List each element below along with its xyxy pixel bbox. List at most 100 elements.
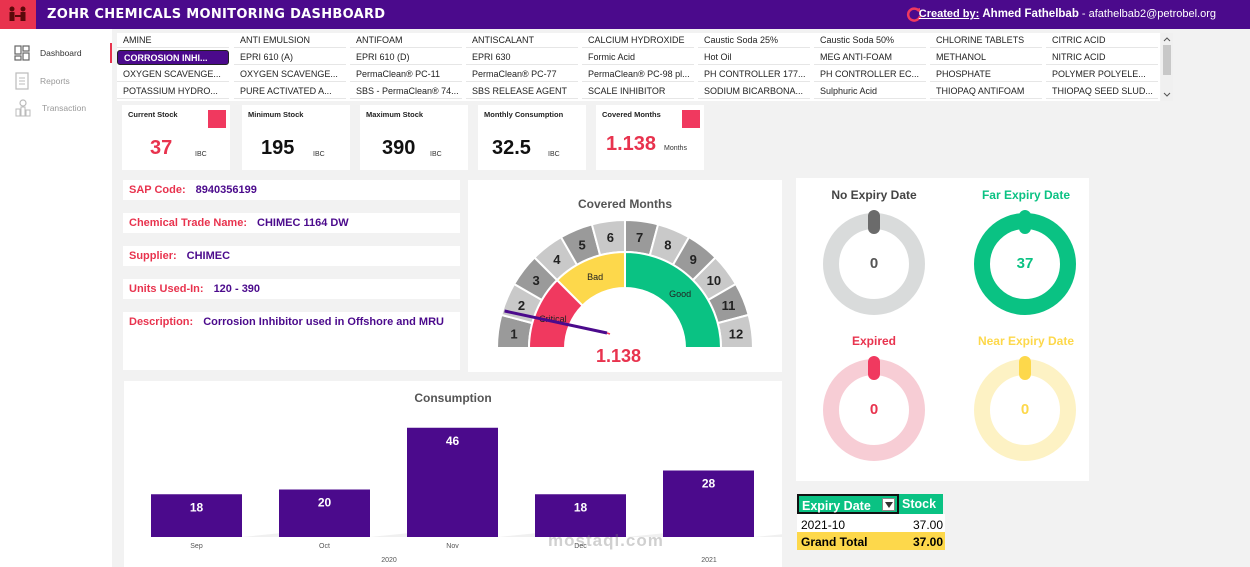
created-by-label: Created by:	[918, 8, 980, 20]
description-field: Description: Corrosion Inhibitor used in …	[123, 312, 460, 370]
slicer-item[interactable]: PermaClean® PC-77	[466, 67, 578, 82]
sidebar-item-label: Reports	[40, 76, 70, 86]
sidebar-item-label: Transaction	[42, 103, 87, 113]
slicer-item[interactable]: PURE ACTIVATED A...	[234, 84, 346, 99]
kpi-value: 195	[261, 137, 295, 159]
gauge-tick-label: 6	[607, 230, 614, 245]
slicer-item[interactable]: SBS RELEASE AGENT	[466, 84, 578, 99]
author-email: - afathelbab2@petrobel.org	[1081, 8, 1216, 20]
sidebar-item-dashboard[interactable]: Dashboard	[14, 45, 82, 61]
expiry-rings	[823, 210, 1076, 461]
pivot-total-row: Grand Total 37.00	[797, 532, 945, 550]
alert-flag	[682, 110, 700, 128]
near-expiry-ring-cap	[1019, 356, 1031, 380]
pivot-total-value: 37.00	[912, 535, 943, 549]
slicer-item[interactable]: Caustic Soda 25%	[698, 33, 810, 48]
slicer-item[interactable]: Formic Acid	[582, 50, 694, 65]
gauge-zone-label: Bad	[587, 272, 603, 282]
slicer-item[interactable]: OXYGEN SCAVENGE...	[234, 67, 346, 82]
slicer-item[interactable]: ANTIFOAM	[350, 33, 462, 48]
gauge-zone-good	[624, 250, 723, 349]
slicer-item[interactable]: CORROSION INHI...	[117, 50, 229, 65]
slicer-item[interactable]: OXYGEN SCAVENGE...	[117, 67, 229, 82]
slicer-item[interactable]: SCALE INHIBITOR	[582, 84, 694, 99]
x-tick-label: Dec	[574, 543, 587, 550]
consumption-chart: Consumption 18 Sep 20 Oct 46 Nov 18 Dec 28 2020 20…	[124, 381, 782, 567]
kpi-covered-months: Covered Months 1.138 Months	[596, 105, 704, 170]
slicer-item[interactable]: SODIUM BICARBONA...	[698, 84, 810, 99]
consumption-bar	[407, 427, 498, 537]
field-label: Supplier:	[129, 250, 177, 262]
alert-flag	[208, 110, 226, 128]
gauge-title: Covered Months	[577, 197, 672, 211]
slicer-item[interactable]: PH CONTROLLER 177...	[698, 67, 810, 82]
slicer-item[interactable]: POLYMER POLYELE...	[1046, 67, 1158, 82]
author-credit: Created by: Ahmed Fathelbab - afathelbab…	[919, 8, 1216, 20]
gauge-tick-label: 9	[690, 252, 697, 267]
slicer-item[interactable]: ANTISCALANT	[466, 33, 578, 48]
chevron-up-icon[interactable]	[1161, 35, 1173, 43]
slicer-item[interactable]: MEG ANTI-FOAM	[814, 50, 926, 65]
slicer-item[interactable]: Caustic Soda 50%	[814, 33, 926, 48]
no-expiry-title: No Expiry Date	[831, 188, 917, 202]
slicer-item[interactable]: CITRIC ACID	[1046, 33, 1158, 48]
gauge-tick-label: 11	[722, 298, 736, 313]
x-tick-label: Oct	[319, 543, 330, 550]
slicer-item[interactable]: THIOPAQ SEED SLUD...	[1046, 84, 1158, 99]
field-label: Chemical Trade Name:	[129, 217, 247, 229]
chevron-down-icon[interactable]	[1161, 91, 1173, 99]
field-value: 120 - 390	[213, 283, 261, 295]
far-expiry-ring-cap	[1019, 210, 1031, 234]
slicer-item[interactable]: EPRI 610 (D)	[350, 50, 462, 65]
kpi-value: 37	[150, 137, 173, 159]
slicer-item[interactable]: CALCIUM HYDROXIDE	[582, 33, 694, 48]
dashboard-icon	[14, 45, 30, 61]
slicer-item[interactable]: CHLORINE TABLETS	[930, 33, 1042, 48]
slicer-item[interactable]: POTASSIUM HYDRO...	[117, 84, 229, 99]
logo	[0, 0, 36, 29]
slicer-item[interactable]: PermaClean® PC-98 pl...	[582, 67, 694, 82]
pivot-row: 2021-10 37.00	[797, 514, 945, 532]
units-used-field: Units Used-In: 120 - 390	[123, 279, 460, 299]
slicer-item[interactable]: ANTI EMULSION	[234, 33, 346, 48]
pivot-col-label: Expiry Date	[802, 499, 871, 513]
gauge-zone-label: Critical	[539, 314, 567, 324]
sidebar-item-transaction[interactable]: Transaction	[14, 99, 86, 117]
slicer-item[interactable]: EPRI 630	[466, 50, 578, 65]
slicer-item[interactable]: PH CONTROLLER EC...	[814, 67, 926, 82]
scroll-thumb[interactable]	[1163, 45, 1171, 75]
filter-dropdown-icon[interactable]	[882, 498, 895, 511]
kpi-label: Current Stock	[128, 110, 178, 119]
consumption-bar	[279, 489, 370, 537]
slicer-item[interactable]: Sulphuric Acid	[814, 84, 926, 99]
refresh-icon[interactable]	[905, 6, 923, 24]
field-label: Description:	[129, 316, 194, 328]
no-expiry-ring-cap	[868, 210, 880, 234]
pivot-cell-stock: 37.00	[912, 518, 943, 532]
chemical-slicer: AMINE ANTI EMULSION ANTIFOAM ANTISCALANT CAL…	[117, 33, 1160, 101]
slicer-item[interactable]: Hot Oil	[698, 50, 810, 65]
slicer-item[interactable]: METHANOL	[930, 50, 1042, 65]
gauge-value: 1.138	[596, 346, 642, 366]
pivot-total-label: Grand Total	[801, 535, 868, 549]
bar-data-label: 28	[702, 477, 716, 491]
slicer-item[interactable]: NITRIC ACID	[1046, 50, 1158, 65]
sidebar-item-label: Dashboard	[40, 48, 82, 58]
sap-code-field: SAP Code: 8940356199	[123, 180, 460, 200]
slicer-item[interactable]: PHOSPHATE	[930, 67, 1042, 82]
pivot-col-expiry[interactable]: Expiry Date	[797, 494, 899, 514]
bar-data-label: 20	[318, 496, 332, 510]
far-expiry-title: Far Expiry Date	[981, 188, 1071, 202]
field-value: CHIMEC 1164 DW	[257, 217, 349, 229]
slicer-item[interactable]: AMINE	[117, 33, 229, 48]
slicer-scrollbar[interactable]	[1161, 33, 1173, 101]
sidebar-item-reports[interactable]: Reports	[14, 72, 70, 90]
field-value: CHIMEC	[186, 250, 231, 262]
slicer-item[interactable]: THIOPAQ ANTIFOAM	[930, 84, 1042, 99]
x-tick-label: Nov	[446, 543, 459, 550]
slicer-item[interactable]: EPRI 610 (A)	[234, 50, 346, 65]
slicer-item[interactable]: SBS - PermaClean® 74...	[350, 84, 462, 99]
slicer-item[interactable]: PermaClean® PC-11	[350, 67, 462, 82]
expiry-panel: No Expiry Date Far Expiry Date Expired N…	[796, 178, 1089, 481]
bar-shadow	[754, 534, 782, 537]
